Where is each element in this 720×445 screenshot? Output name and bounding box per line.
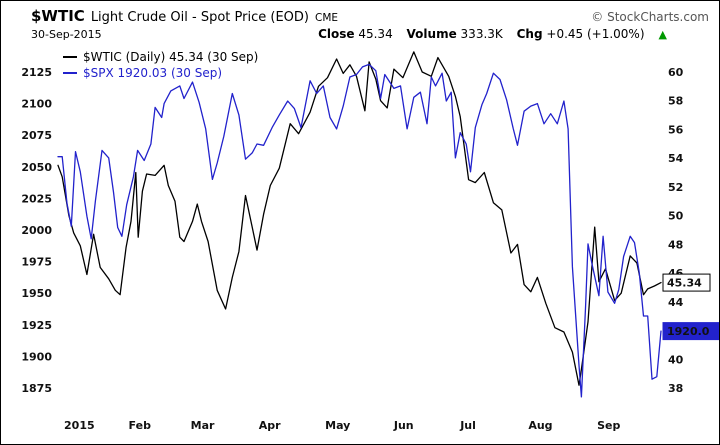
title-row: $WTIC Light Crude Oil - Spot Price (EOD)… [31, 7, 709, 27]
right-axis-tick: 52 [668, 181, 683, 194]
left-axis-tick: 2100 [21, 98, 52, 111]
change-label: Chg [516, 27, 543, 41]
left-axis-tick: 1975 [21, 256, 52, 269]
quote-summary: Close 45.34 Volume 333.3K Chg +0.45 (+1.… [318, 27, 654, 41]
last-price-label: 45.34 [667, 277, 702, 290]
last-price-box [662, 322, 719, 341]
up-arrow-icon: ▲ [658, 28, 667, 41]
left-axis-tick: 2125 [21, 66, 52, 79]
change-value: +0.45 (+1.00%) [546, 27, 645, 41]
right-axis-tick: 54 [668, 152, 684, 165]
quote-row: 30-Sep-2015 Close 45.34 Volume 333.3K Ch… [31, 27, 709, 45]
exchange-label: CME [314, 12, 339, 24]
legend-line-swatch [63, 72, 77, 74]
right-axis-tick: 48 [668, 238, 683, 251]
x-axis-label: Feb [129, 419, 152, 432]
x-axis-label: Apr [259, 419, 281, 432]
volume-label: Volume [406, 27, 457, 41]
last-price-label: 1920.0 [667, 325, 710, 338]
left-axis-tick: 1950 [21, 287, 52, 300]
x-axis-label: Aug [528, 419, 552, 432]
x-axis-label: Jul [459, 419, 476, 432]
left-axis-tick: 1875 [21, 382, 52, 395]
price-chart: 2125 2100 2075 2050 2025 2000 1975 1950 1925 1900… [21, 51, 719, 432]
volume-value: 333.3K [460, 27, 503, 41]
ticker-symbol: $WTIC [31, 7, 85, 25]
legend-item-wtic: $WTIC (Daily) 45.34 (30 Sep) [63, 49, 258, 65]
left-axis-tick: 2000 [21, 224, 52, 237]
close-label: Close [318, 27, 355, 41]
copyright-notice: © StockCharts.com [591, 10, 709, 24]
series-line-spx [57, 63, 662, 398]
x-axis-label: Jun [393, 419, 414, 432]
left-axis-tick: 2050 [21, 161, 52, 174]
x-axis-label: May [325, 419, 350, 432]
right-axis-tick: 44 [668, 296, 684, 309]
left-axis-tick: 1925 [21, 319, 52, 332]
x-axis-label: 2015 [64, 419, 95, 432]
right-axis-tick: 56 [668, 123, 684, 136]
chart-header: $WTIC Light Crude Oil - Spot Price (EOD)… [1, 1, 719, 45]
right-axis-tick: 40 [668, 353, 684, 366]
legend-item-spx: $SPX 1920.03 (30 Sep) [63, 65, 258, 81]
right-axis-tick: 60 [668, 66, 684, 79]
chart-date: 30-Sep-2015 [31, 28, 102, 41]
left-axis-tick: 2025 [21, 192, 52, 205]
chart-area: 2125 2100 2075 2050 2025 2000 1975 1950 1925 1900… [1, 45, 719, 442]
right-axis-tick: 38 [668, 382, 683, 395]
x-axis-label: Mar [191, 419, 215, 432]
series-line-wtic [57, 51, 662, 386]
legend-label: $WTIC (Daily) 45.34 (30 Sep) [83, 50, 259, 64]
legend-line-swatch [63, 56, 77, 58]
last-price-box [662, 273, 711, 292]
left-axis-tick: 1900 [21, 350, 52, 363]
x-axis-label: Sep [597, 419, 620, 432]
right-axis-tick: 50 [668, 210, 684, 223]
legend-label: $SPX 1920.03 (30 Sep) [83, 66, 223, 80]
instrument-name: Light Crude Oil - Spot Price (EOD) [90, 10, 309, 25]
left-axis-tick: 2075 [21, 129, 52, 142]
chart-legend: $WTIC (Daily) 45.34 (30 Sep) $SPX 1920.03… [63, 49, 258, 81]
right-axis-tick: 58 [668, 95, 683, 108]
close-value: 45.34 [358, 27, 393, 41]
